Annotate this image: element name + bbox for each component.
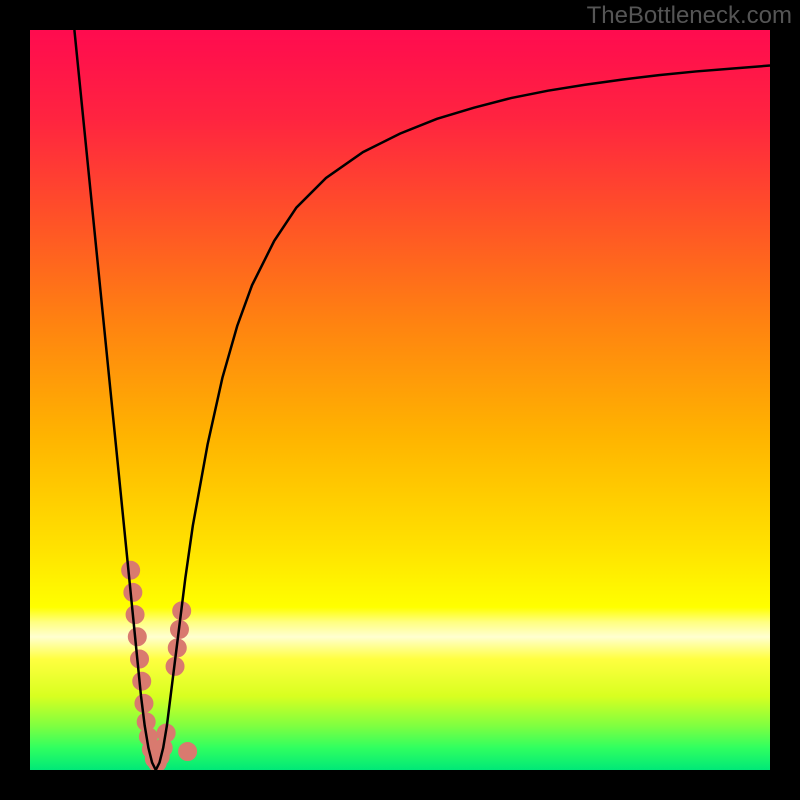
data-marker [124, 583, 142, 601]
data-marker [131, 650, 149, 668]
data-marker [179, 743, 197, 761]
chart-container: TheBottleneck.com [0, 0, 800, 800]
bottleneck-curve-chart [0, 0, 800, 800]
data-marker [128, 628, 146, 646]
watermark-text: TheBottleneck.com [587, 2, 792, 30]
data-marker [122, 561, 140, 579]
data-marker [126, 606, 144, 624]
data-marker [133, 672, 151, 690]
